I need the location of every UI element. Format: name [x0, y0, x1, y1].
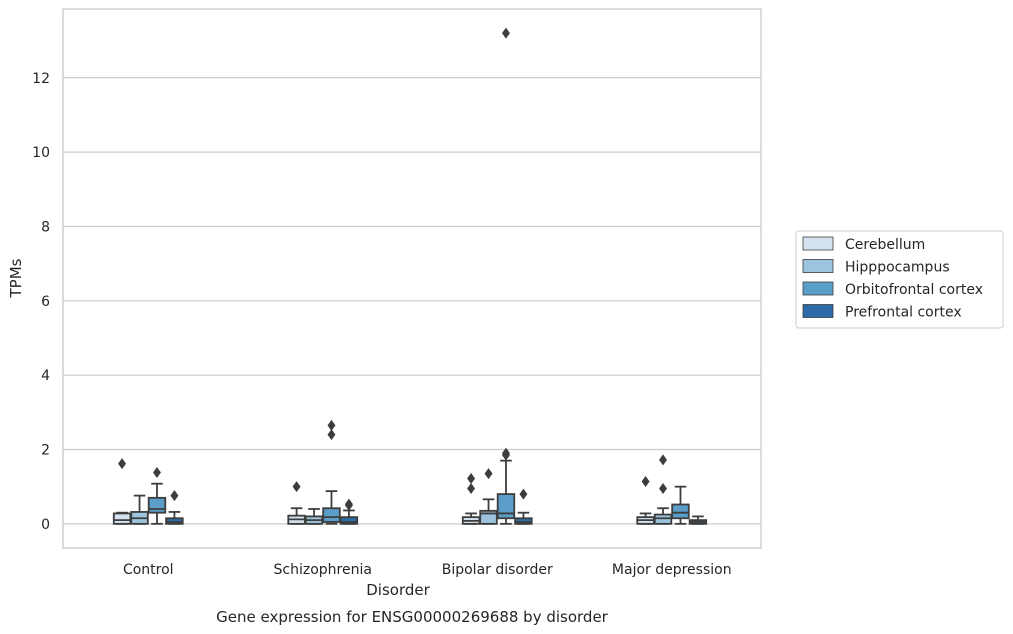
box-body	[147, 496, 167, 514]
boxes	[112, 27, 708, 525]
outlier-point	[153, 467, 161, 479]
box-body	[496, 493, 516, 520]
outlier-point	[502, 27, 510, 39]
box-body	[514, 517, 533, 525]
y-axis-label: TPMs	[7, 258, 25, 298]
x-tick-labels: Control Schizophrenia Bipolar disorder Majo…	[123, 562, 732, 578]
outlier-point	[118, 458, 127, 470]
legend-label: Orbitofrontal cortex	[845, 282, 983, 298]
outlier-point	[327, 419, 336, 431]
legend: Cerebellum Hipppocampus Orbitofrontal cort…	[795, 230, 1004, 329]
box-prefrontal-cortex-0	[165, 490, 184, 525]
box-body	[322, 507, 341, 523]
box-cerebellum-2	[461, 472, 481, 525]
x-tick-label: Control	[123, 562, 174, 578]
box-orbitofrontal-cortex-2	[496, 27, 516, 525]
outlier-point	[659, 483, 667, 495]
legend-swatch-prefrontal-cortex	[802, 304, 834, 318]
legend-swatch-orbitofrontal-cortex	[802, 281, 834, 296]
x-tick-label: Major depression	[612, 562, 732, 578]
legend-label: Prefrontal cortex	[845, 305, 962, 321]
outlier-point	[292, 481, 301, 493]
outlier-point	[170, 490, 179, 502]
y-tick-label: 6	[41, 294, 50, 310]
y-tick-label: 2	[41, 442, 50, 458]
x-tick-label: Bipolar disorder	[442, 562, 553, 578]
y-tick-label: 0	[41, 517, 50, 533]
box-prefrontal-cortex-2	[514, 488, 533, 525]
box-body	[339, 516, 359, 525]
legend-label: Cerebellum	[845, 237, 925, 253]
box-body	[671, 503, 690, 520]
box-prefrontal-cortex-1	[339, 498, 359, 525]
box-body	[653, 513, 673, 525]
y-tick-label: 8	[41, 219, 50, 235]
legend-frame	[795, 230, 1004, 329]
legend-label: Hipppocampus	[845, 260, 950, 276]
outlier-point	[327, 429, 336, 441]
x-tick-label: Schizophrenia	[274, 562, 372, 578]
box-hipppocampus-3	[653, 454, 673, 525]
box-orbitofrontal-cortex-1	[322, 419, 341, 525]
plot-frame	[62, 8, 762, 549]
outlier-point	[467, 483, 476, 495]
outlier-point	[641, 475, 650, 487]
y-tick-labels: 0 2 4 6 8 10 12	[32, 71, 50, 533]
outlier-point	[467, 472, 476, 485]
y-tick-label: 4	[41, 368, 50, 384]
outlier-point	[484, 468, 493, 480]
box-orbitofrontal-cortex-3	[671, 485, 690, 525]
outlier-point	[659, 454, 667, 466]
y-tick-label: 10	[32, 145, 50, 161]
box-cerebellum-1	[287, 481, 306, 525]
box-prefrontal-cortex-3	[688, 515, 708, 525]
box-orbitofrontal-cortex-0	[147, 467, 167, 525]
box-body	[165, 517, 184, 525]
outlier-point	[344, 498, 353, 510]
y-tick-label: 12	[32, 71, 50, 87]
box-hipppocampus-1	[304, 508, 324, 525]
outlier-point	[502, 447, 510, 459]
x-axis-label: Disorder	[366, 581, 430, 599]
box-body	[112, 512, 132, 525]
legend-swatch-cerebellum	[802, 236, 834, 251]
chart-title: Gene expression for ENSG00000269688 by d…	[216, 608, 609, 626]
box-hipppocampus-0	[130, 494, 149, 525]
outlier-point	[519, 488, 528, 500]
legend-swatch-hipppocampus	[802, 259, 834, 273]
